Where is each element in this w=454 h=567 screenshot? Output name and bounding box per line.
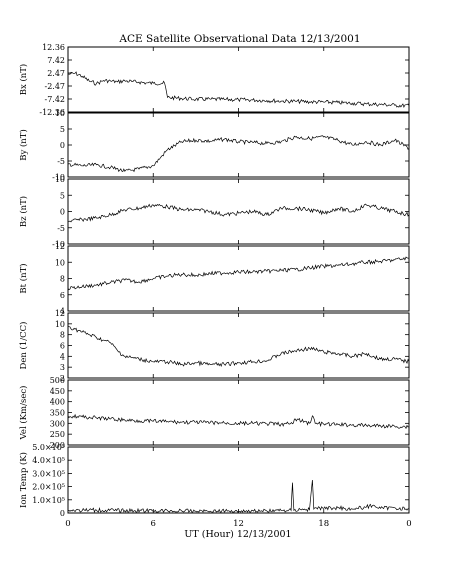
- y-tick-label: 2: [60, 374, 65, 383]
- y-tick-label: 8: [60, 275, 65, 284]
- y-tick-label: 6: [60, 291, 65, 300]
- series-line: [68, 479, 410, 514]
- y-axis-label: Ion Temp (K): [18, 452, 29, 508]
- series-line: [67, 326, 410, 368]
- y-tick-label: 500: [50, 376, 65, 385]
- y-tick-label: 10: [55, 175, 65, 184]
- y-tick-label: 1.0×10⁵: [32, 496, 65, 505]
- series-line: [67, 71, 410, 109]
- panel-4: 12 10 8 6 4 Bt (nT): [18, 242, 410, 316]
- panel-frame: [67, 446, 410, 514]
- panel-7: 5.0×10⁵ 4.0×10⁵ 3.0×10⁵ 2.0×10⁵ 1.0×10⁵ 0 Ion …: [18, 443, 410, 518]
- y-tick-label: 250: [50, 430, 65, 439]
- series-line: [67, 135, 410, 173]
- y-axis-label: Vel (Km/sec): [18, 386, 29, 441]
- x-tick-label: 18: [318, 519, 329, 529]
- y-tick-label: 10: [55, 320, 65, 329]
- panel-1: 12.36 7.42 2.47 -2.47 -7.42 -12.36 Bx (nT): [18, 43, 410, 117]
- y-tick-label: -10: [52, 173, 65, 182]
- x-axis-label: UT (Hour) 12/13/2001: [184, 529, 291, 540]
- panel-3: 10 5 0 -5 -10 Bz (nT): [18, 175, 410, 249]
- series-line: [67, 256, 410, 291]
- series-line: [67, 413, 410, 430]
- y-tick-label: 3: [60, 363, 65, 372]
- y-tick-label: 2.47: [47, 69, 65, 78]
- y-tick-label: 10: [55, 258, 65, 267]
- x-tick-label: 0: [65, 519, 70, 529]
- y-tick-label: -5: [57, 224, 65, 233]
- y-tick-label: 350: [50, 409, 65, 418]
- y-tick-label: -5: [57, 157, 65, 166]
- y-tick-label: -2.47: [44, 82, 65, 91]
- y-tick-label: 12.36: [42, 43, 65, 52]
- y-tick-label: 12: [55, 242, 65, 251]
- y-tick-label: -7.42: [44, 95, 65, 104]
- y-tick-label: 3.0×10⁵: [32, 469, 65, 478]
- y-tick-label: 200: [50, 441, 65, 450]
- y-tick-label: 450: [50, 387, 65, 396]
- chart-title: ACE Satellite Observational Data 12/13/2…: [118, 33, 360, 45]
- panel-2: 10 5 0 -5 -10 By (nT): [18, 109, 410, 182]
- y-axis-label: By (nT): [18, 129, 29, 161]
- y-axis-label: Bx (nT): [18, 64, 29, 96]
- y-tick-label: 0: [60, 141, 65, 150]
- y-tick-label: 5: [60, 125, 65, 134]
- x-tick-label: 12: [233, 519, 244, 529]
- y-tick-label: 4.0×10⁵: [32, 456, 65, 465]
- y-tick-label: 6: [60, 342, 65, 351]
- y-tick-label: 0: [60, 208, 65, 217]
- y-tick-label: 12: [55, 309, 65, 318]
- x-tick-label: 6: [151, 519, 156, 529]
- y-tick-label: 300: [50, 419, 65, 428]
- series-line: [68, 203, 410, 223]
- y-tick-label: -12.36: [39, 108, 65, 117]
- y-tick-label: 4: [60, 307, 65, 316]
- y-tick-label: 10: [55, 109, 65, 118]
- y-tick-label: 400: [50, 398, 65, 407]
- panel-frame: [67, 312, 410, 379]
- y-tick-label: 4: [60, 352, 65, 361]
- y-tick-label: 0: [60, 509, 65, 518]
- y-tick-label: 5: [60, 191, 65, 200]
- y-axis-label: Bz (nT): [18, 196, 29, 227]
- y-tick-label: -10: [52, 240, 65, 249]
- y-tick-label: 8: [60, 331, 65, 340]
- panel-frame: [67, 379, 410, 446]
- y-tick-label: 7.42: [47, 56, 65, 65]
- x-tick-label: 0: [406, 519, 411, 529]
- panel-frame: [67, 245, 410, 312]
- x-axis: 0 6 12 18 0: [65, 47, 412, 529]
- y-tick-label: 5.0×10⁵: [32, 443, 65, 452]
- y-axis-label: Den (1/CC): [18, 322, 29, 370]
- y-axis-label: Bt (nT): [18, 263, 29, 293]
- y-tick-label: 2.0×10⁵: [32, 483, 65, 492]
